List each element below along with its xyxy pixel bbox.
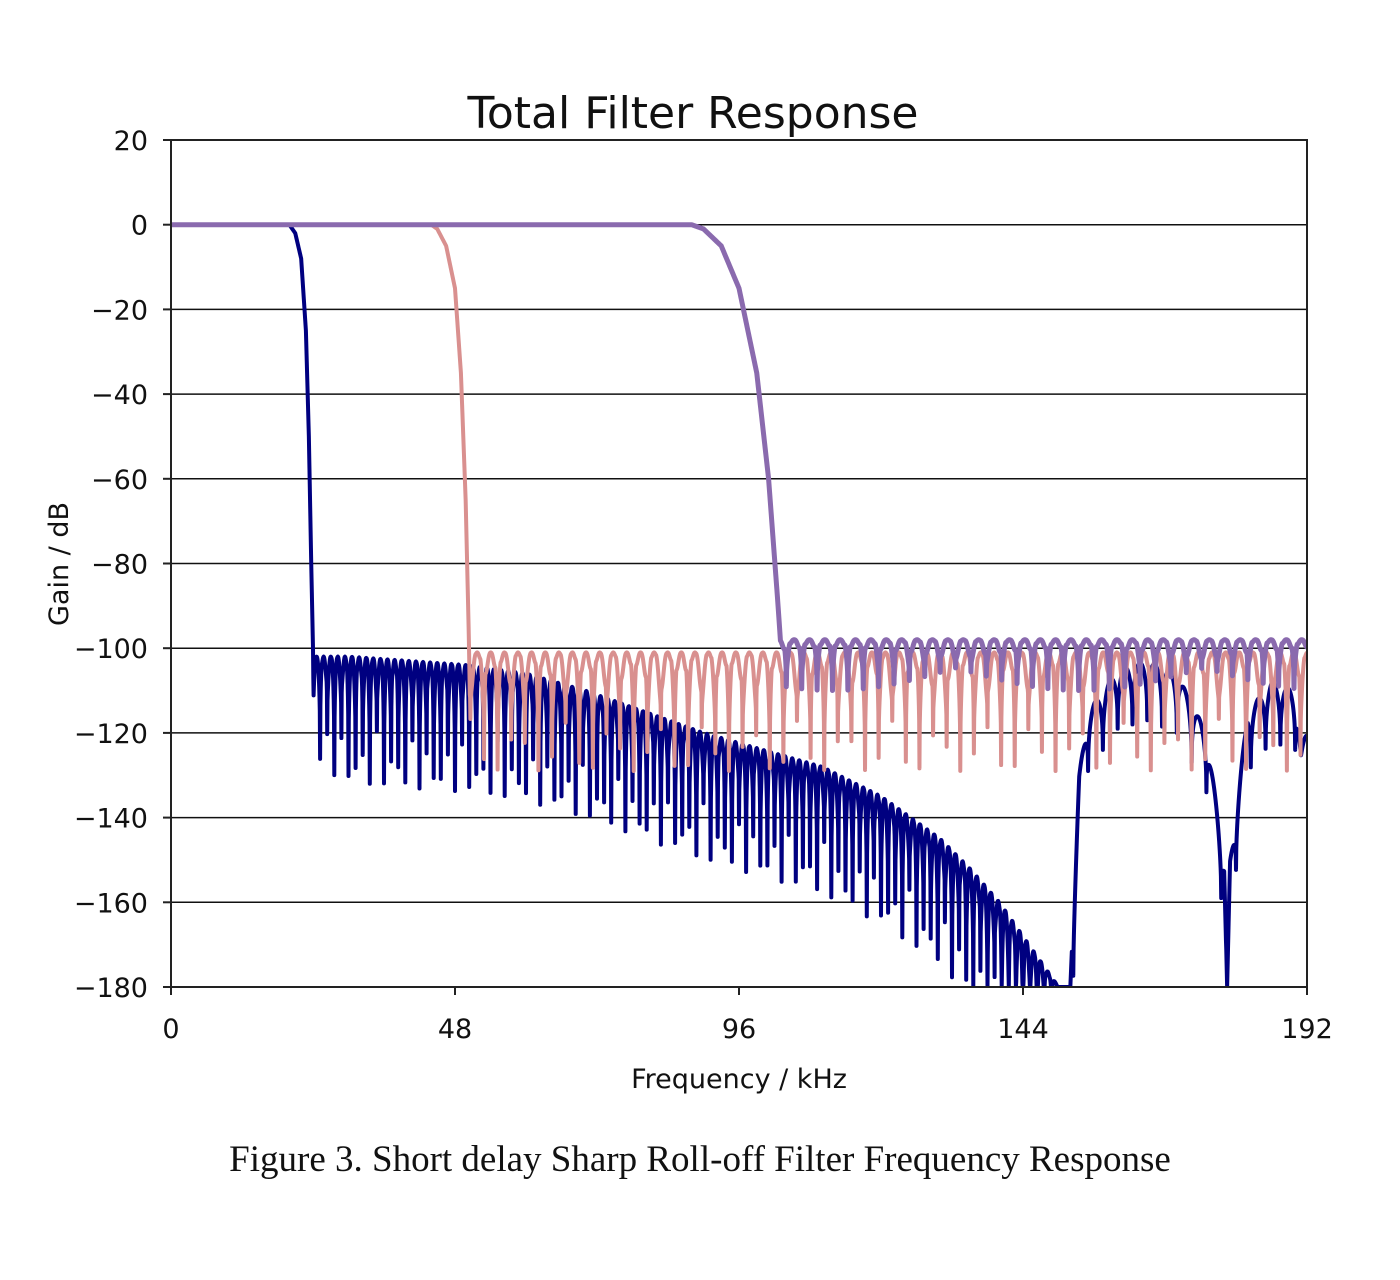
y-tick-label: −140 [74, 804, 148, 835]
y-tick-label: −80 [91, 550, 148, 581]
x-tick-label: 48 [438, 1014, 472, 1045]
chart-title: Total Filter Response [466, 88, 918, 139]
x-tick-label: 144 [997, 1014, 1049, 1045]
y-tick-label: −180 [74, 973, 148, 1004]
y-tick-label: −120 [74, 719, 148, 750]
x-tick-label: 96 [722, 1014, 756, 1045]
y-tick-label: 20 [114, 126, 148, 157]
x-axis-label: Frequency / kHz [631, 1064, 847, 1095]
series-line-1 [171, 222, 1307, 987]
series-line-3 [171, 222, 1307, 694]
y-tick-label: −100 [74, 634, 148, 665]
y-tick-label: 0 [131, 211, 148, 242]
x-tick-label: 192 [1281, 1014, 1333, 1045]
y-tick-label: −160 [74, 888, 148, 919]
y-axis-label: Gain / dB [44, 502, 75, 626]
x-axis-ticks: 0 48 96 144 192 [162, 987, 1333, 1045]
y-tick-label: −60 [91, 465, 148, 496]
y-tick-label: −40 [91, 380, 148, 411]
y-tick-label: −20 [91, 295, 148, 326]
x-tick-label: 0 [162, 1014, 179, 1045]
y-axis-ticks: 20 0 −20 −40 −60 −80 −100 −120 −140 −160 −180 [74, 126, 171, 1004]
data-series [171, 222, 1307, 987]
figure-caption: Figure 3. Short delay Sharp Roll-off Fil… [229, 1139, 1171, 1180]
